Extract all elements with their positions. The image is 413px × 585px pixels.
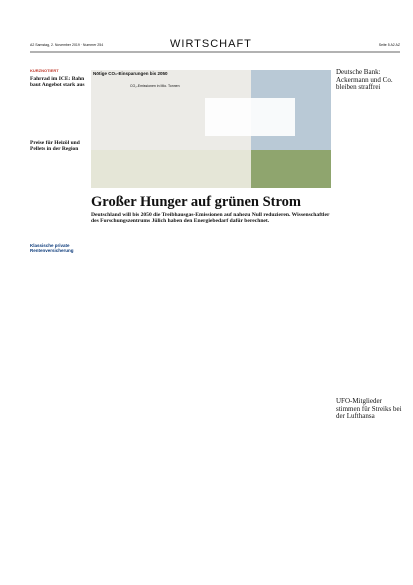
kurznotiert: KURZNOTIERT <box>30 68 59 73</box>
subhead: Deutschland will bis 2050 die Treibhausg… <box>91 212 330 225</box>
headline: Großer Hunger auf grünen Strom <box>91 194 301 210</box>
section-title: WIRTSCHAFT <box>170 38 252 50</box>
left-headline: Fahrrad im ICE: Bahn baut Angebot stark … <box>30 76 85 89</box>
box-title: Klassische private Rentenversicherung <box>30 243 74 253</box>
overlay-label: 1 Spalte <box>35 329 81 363</box>
left-headline: Preise für Heizöl und Pellets in der Reg… <box>30 140 80 153</box>
header-page: Seite 5 A2 AZ <box>378 43 400 47</box>
chart-subtitle: CO₂-Emissionen in Mio. Tonnen <box>130 84 180 88</box>
right-headline: UFO-Mitglieder stimmen für Streiks bei d… <box>336 397 402 421</box>
right-headline: Deutsche Bank: Ackermann und Co. bleiben… <box>336 68 393 92</box>
header-date: A2 Samstag, 2. November 2019 · Nummer 25… <box>30 43 104 47</box>
chart-note <box>205 98 295 136</box>
chart-title: Nötige CO₂-Einsparungen bis 2050 <box>93 71 168 76</box>
